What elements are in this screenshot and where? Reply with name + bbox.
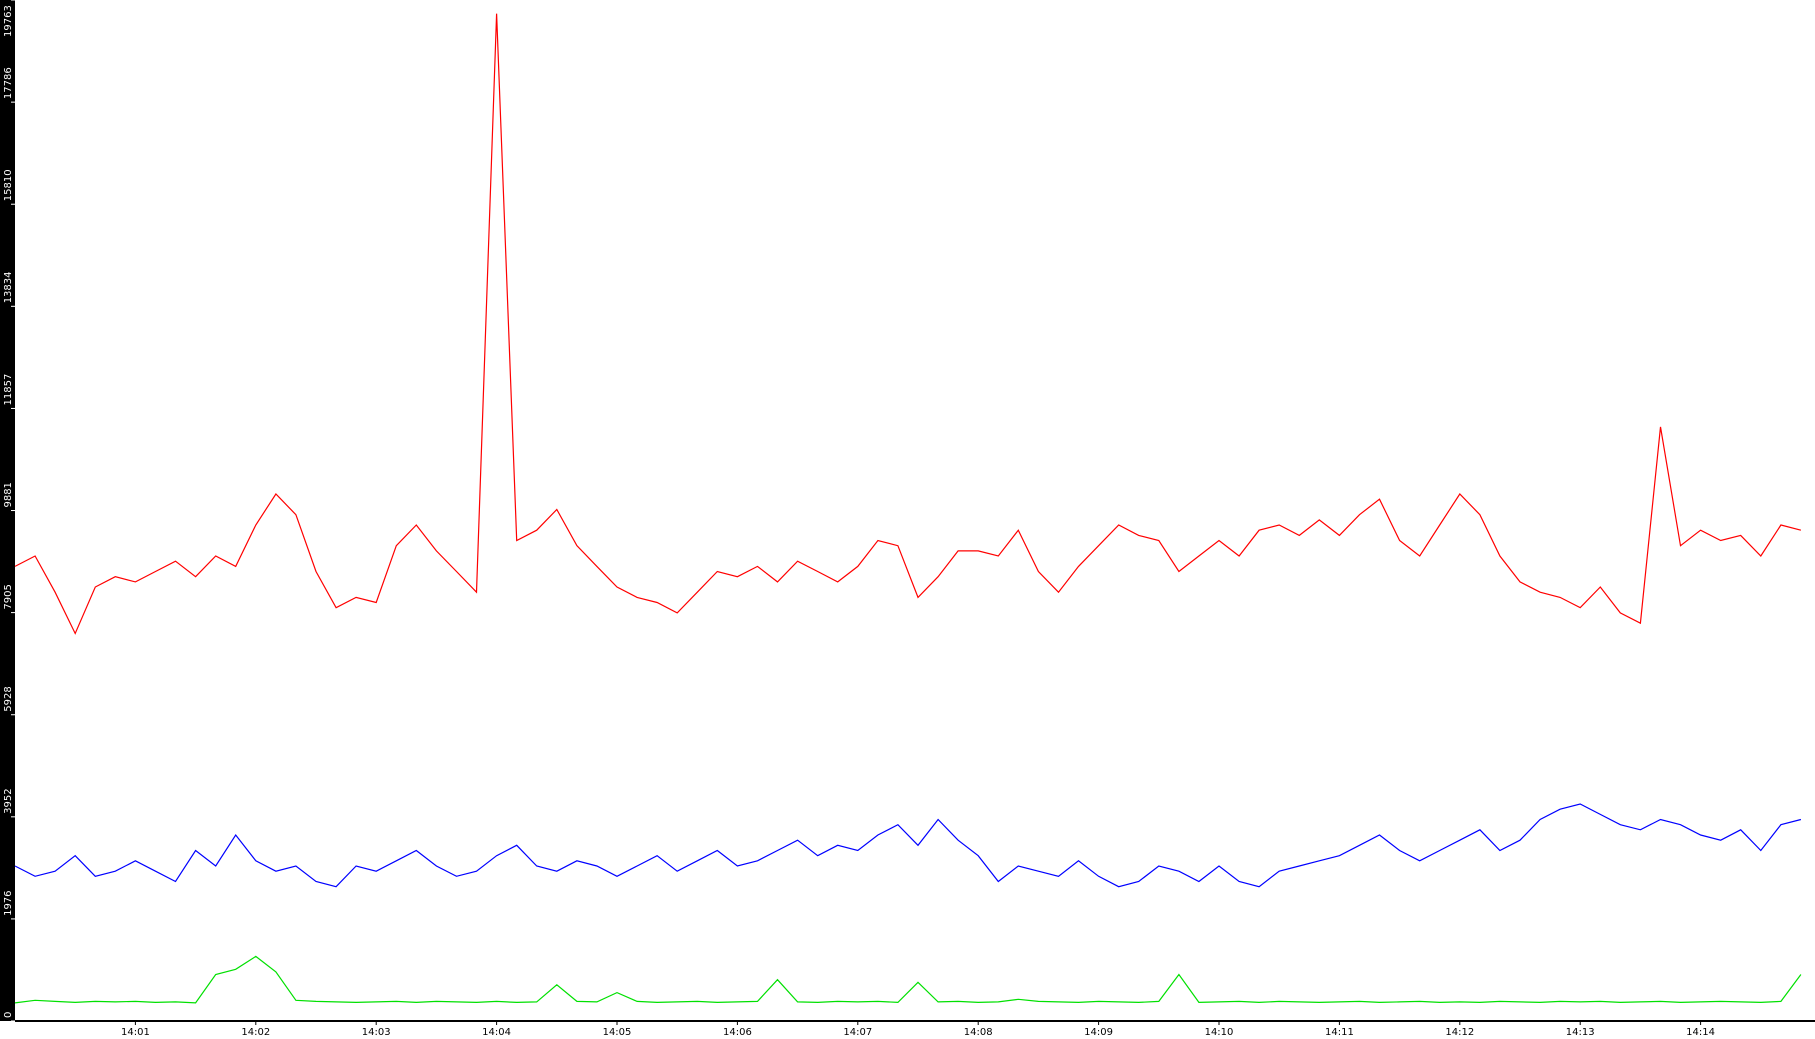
data-line xyxy=(14,13,1802,635)
x-tick-label: 14:12 xyxy=(1445,1027,1474,1038)
x-tick-label: 14:13 xyxy=(1566,1027,1595,1038)
x-tick-label: 14:11 xyxy=(1325,1027,1354,1038)
x-tick-label: 14:10 xyxy=(1205,1027,1234,1038)
y-tick-label: 0 xyxy=(3,1012,14,1018)
y-tick-label: 17786 xyxy=(3,67,14,99)
y-tick-label: 15810 xyxy=(3,169,14,201)
y-tick-label: 5928 xyxy=(3,686,14,711)
x-tick-label: 14:04 xyxy=(482,1027,511,1038)
y-axis-strip xyxy=(0,0,15,1021)
data-line xyxy=(14,803,1802,888)
x-tick-label: 14:09 xyxy=(1084,1027,1113,1038)
y-tick-label: 13834 xyxy=(3,271,14,303)
y-tick-label: 7905 xyxy=(3,584,14,609)
y-tick-label: 11857 xyxy=(3,374,14,406)
x-tick-label: 14:07 xyxy=(843,1027,872,1038)
x-tick-label: 14:02 xyxy=(241,1027,270,1038)
y-tick-label: 9881 xyxy=(3,482,14,507)
data-line xyxy=(14,955,1802,1004)
x-tick-label: 14:08 xyxy=(964,1027,993,1038)
y-tick-label: 3952 xyxy=(3,788,14,813)
y-tick-label: 1976 xyxy=(3,890,14,915)
x-tick-label: 14:03 xyxy=(362,1027,391,1038)
x-tick-label: 14:05 xyxy=(603,1027,632,1038)
x-tick-label: 14:01 xyxy=(121,1027,150,1038)
y-tick-label: 19763 xyxy=(3,5,14,37)
x-tick-label: 14:06 xyxy=(723,1027,752,1038)
x-tick-label: 14:14 xyxy=(1686,1027,1715,1038)
